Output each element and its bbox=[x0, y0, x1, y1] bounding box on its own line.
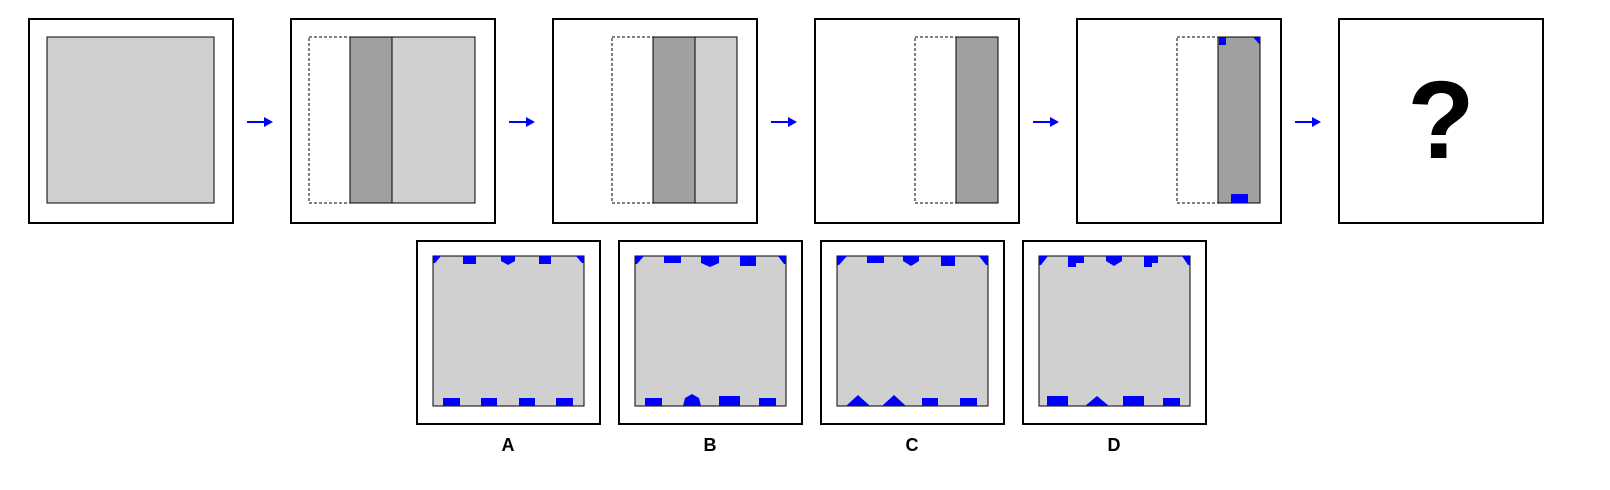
sequence-panel-5 bbox=[1076, 18, 1282, 224]
punch-mark bbox=[867, 256, 884, 263]
option-c[interactable] bbox=[820, 240, 1005, 425]
folded-outline bbox=[914, 36, 957, 204]
punch-mark bbox=[481, 398, 497, 406]
option-a-label: A bbox=[502, 435, 515, 455]
option-a[interactable] bbox=[416, 240, 601, 425]
option-b-label: B bbox=[704, 435, 717, 455]
option-c-label: C bbox=[906, 435, 919, 455]
arrow-1-icon bbox=[247, 117, 273, 127]
punch-mark bbox=[635, 256, 644, 264]
sequence-panel-3 bbox=[552, 18, 758, 224]
punch-mark bbox=[539, 256, 551, 264]
paper-remaining bbox=[391, 36, 476, 204]
sequence-panel-6: ? bbox=[1338, 18, 1544, 224]
punch-mark bbox=[1163, 398, 1180, 406]
paper-sheet bbox=[46, 36, 215, 204]
punch-mark bbox=[1085, 396, 1109, 406]
punch-mark bbox=[1253, 37, 1260, 45]
punch-mark bbox=[778, 256, 786, 264]
punch-mark bbox=[1047, 396, 1068, 406]
folded-strip bbox=[1217, 36, 1261, 204]
arrow-2-icon bbox=[509, 117, 535, 127]
punch-mark bbox=[960, 398, 977, 406]
punch-mark bbox=[463, 256, 476, 264]
folded-strip bbox=[652, 36, 696, 204]
option-b[interactable] bbox=[618, 240, 803, 425]
punch-mark bbox=[1182, 256, 1190, 265]
folded-outline bbox=[611, 36, 654, 204]
folded-outline bbox=[308, 36, 351, 204]
punch-mark bbox=[719, 396, 740, 406]
punch-mark bbox=[519, 398, 535, 406]
punch-mark bbox=[740, 256, 756, 266]
punch-mark bbox=[1231, 194, 1248, 203]
sequence-panel-2 bbox=[290, 18, 496, 224]
arrow-3-icon bbox=[771, 117, 797, 127]
punch-mark bbox=[1219, 37, 1226, 45]
punch-mark bbox=[837, 256, 847, 265]
punch-mark bbox=[903, 256, 919, 266]
punch-mark bbox=[556, 398, 573, 406]
sequence-panel-4 bbox=[814, 18, 1020, 224]
punch-mark bbox=[701, 256, 719, 267]
paper-remaining bbox=[694, 36, 738, 204]
arrow-4-icon bbox=[1033, 117, 1059, 127]
punch-mark bbox=[846, 395, 870, 406]
punch-mark bbox=[1039, 256, 1048, 265]
punch-mark bbox=[1144, 256, 1152, 267]
punch-mark bbox=[501, 256, 515, 265]
option-d[interactable] bbox=[1022, 240, 1207, 425]
punch-mark bbox=[645, 398, 662, 406]
punch-mark bbox=[979, 256, 988, 265]
punch-mark bbox=[882, 395, 906, 406]
folded-strip bbox=[955, 36, 999, 204]
punch-mark bbox=[941, 256, 955, 266]
punch-mark bbox=[759, 398, 776, 406]
folded-strip bbox=[349, 36, 393, 204]
punch-mark bbox=[683, 394, 701, 406]
punch-mark bbox=[576, 256, 584, 263]
sequence-panel-1 bbox=[28, 18, 234, 224]
punch-mark bbox=[433, 256, 441, 263]
punch-mark bbox=[1106, 256, 1122, 266]
punch-mark bbox=[443, 398, 460, 406]
punch-mark bbox=[1068, 256, 1076, 267]
punch-mark bbox=[1123, 396, 1144, 406]
question-mark: ? bbox=[1407, 59, 1474, 182]
punch-mark bbox=[664, 256, 681, 263]
punch-mark bbox=[922, 398, 938, 406]
folded-outline bbox=[1176, 36, 1219, 204]
option-d-label: D bbox=[1108, 435, 1121, 455]
arrow-5-icon bbox=[1295, 117, 1321, 127]
